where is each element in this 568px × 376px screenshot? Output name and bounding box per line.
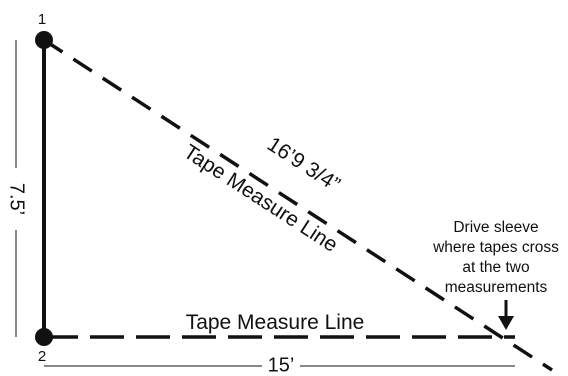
horizontal-line-label: Tape Measure Line <box>186 311 365 334</box>
callout-line-3: at the two <box>462 259 529 276</box>
horizontal-dimension-label: 15’ <box>268 354 295 376</box>
down-arrow-icon <box>498 300 514 330</box>
point-1-marker <box>35 31 53 49</box>
diagonal-line-label: Tape Measure Line <box>179 140 341 257</box>
point-2-label: 2 <box>38 348 46 365</box>
vertical-dimension-label: 7.5’ <box>6 183 28 215</box>
callout-line-1: Drive sleeve <box>453 219 538 236</box>
point-1-label: 1 <box>38 11 46 28</box>
callout-line-4: measurements <box>445 279 548 296</box>
diagonal-tape-measure-line <box>43 38 553 372</box>
point-2-marker <box>35 328 53 346</box>
diagonal-measurement-label: 16’9 3/4” <box>263 133 344 197</box>
callout-line-2: where tapes cross <box>432 239 559 256</box>
